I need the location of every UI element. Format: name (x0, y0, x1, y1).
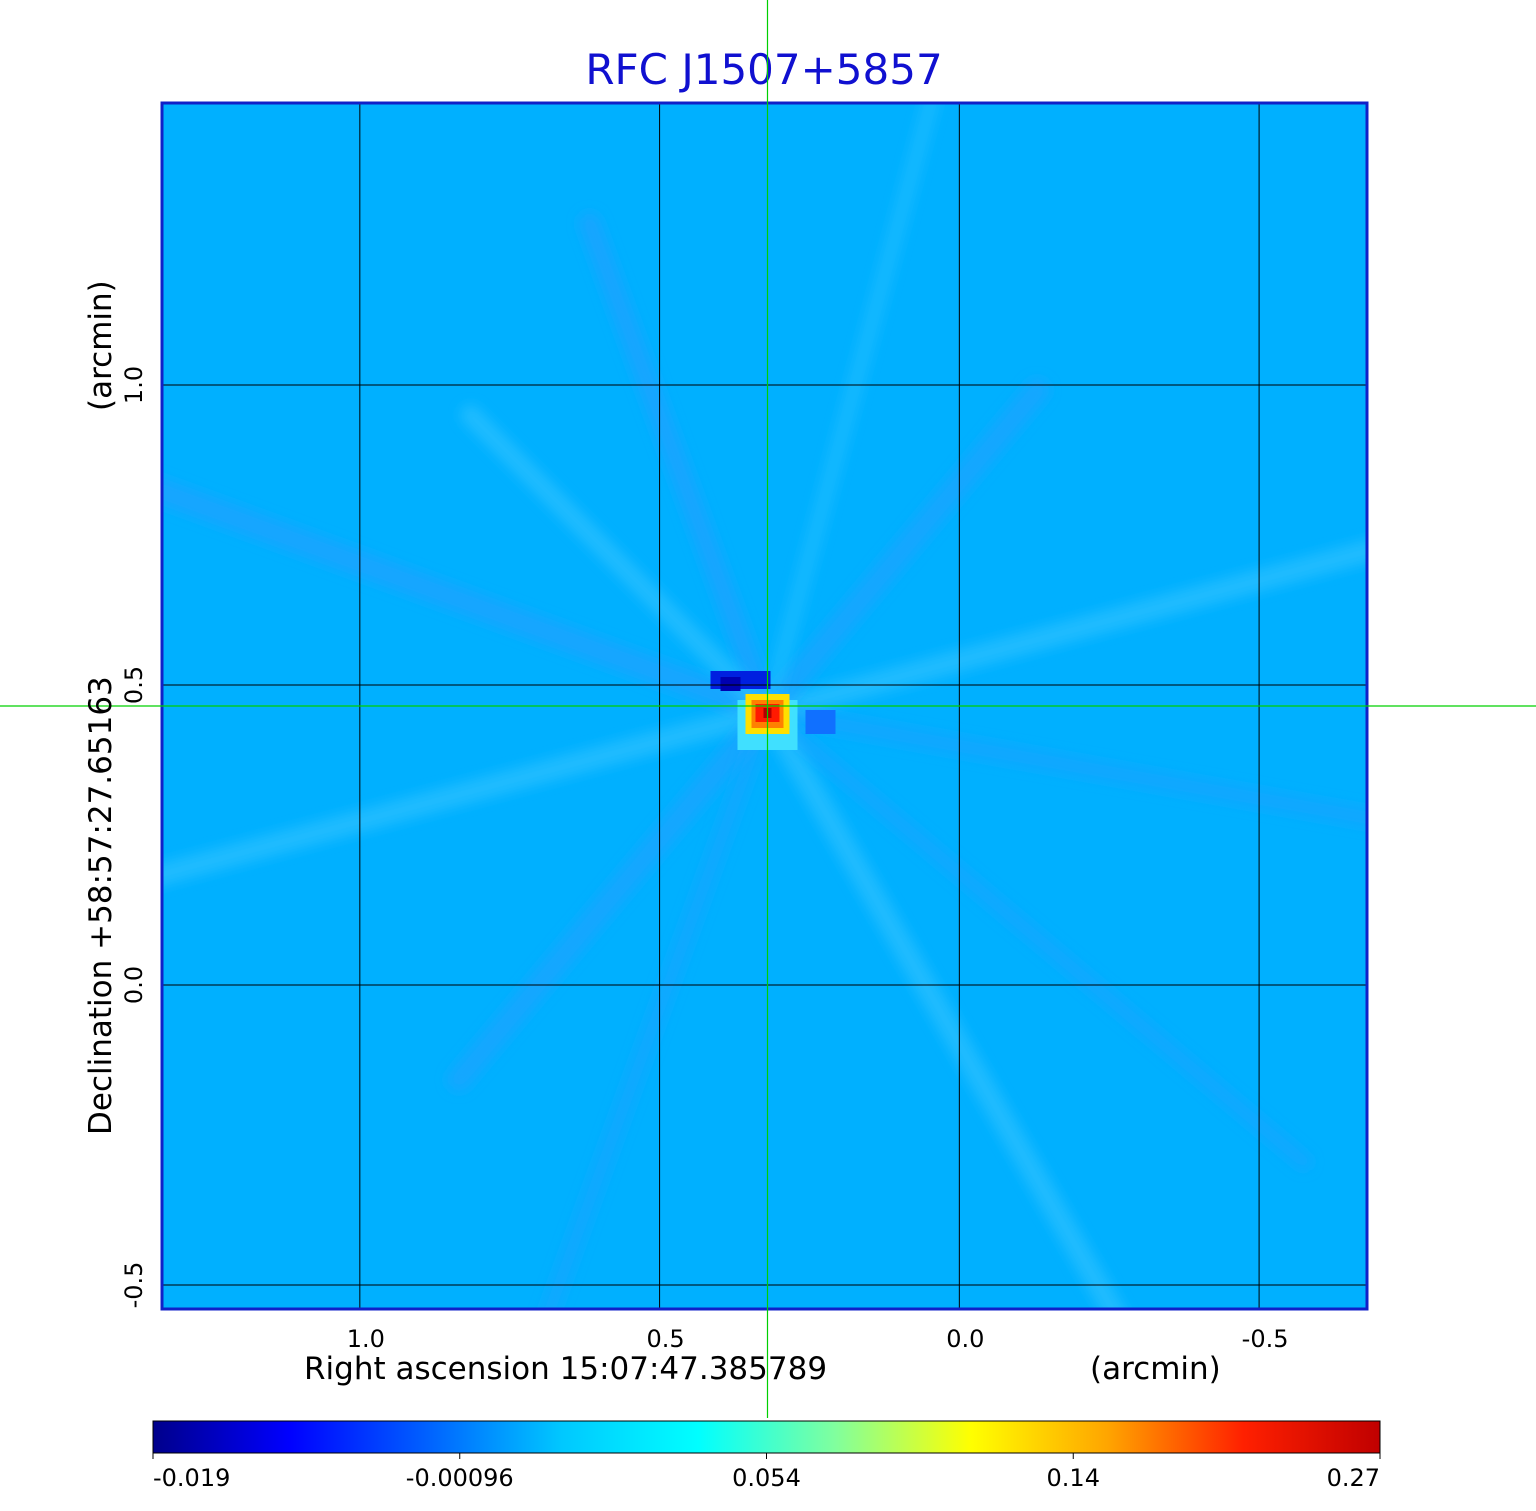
sidelobe-streak (758, 703, 1313, 1171)
y-tick-label: 0.0 (120, 966, 148, 1004)
colorbar-tick-label: -0.00096 (406, 1464, 514, 1492)
sidelobe-streak (162, 701, 779, 886)
x-axis-unit: (arcmin) (1090, 1351, 1221, 1387)
colorbar-ticks: -0.019 -0.00096 0.054 0.14 0.27 (152, 1453, 1381, 1492)
y-axis-label: Declination +58:57:27.65163 (83, 676, 119, 1135)
sidelobe-streak (757, 702, 1367, 828)
colorbar-tick-label: 0.054 (732, 1464, 801, 1492)
x-axis-ticks: 1.0 0.5 0.0 -0.5 (347, 1325, 1289, 1353)
y-tick-label: 1.0 (120, 366, 148, 404)
chart-title: RFC J1507+5857 (585, 45, 942, 94)
sidelobe-streak (162, 477, 781, 725)
sidelobe-streak (759, 103, 939, 720)
x-tick-label: 0.0 (946, 1325, 984, 1353)
colorbar-gradient (152, 1420, 1381, 1454)
colorbar-tick-label: -0.019 (153, 1464, 230, 1492)
y-axis-ticks: 1.0 0.5 0.0 -0.5 (120, 366, 148, 1309)
crosshair (0, 0, 1536, 1418)
sidelobe-streak (460, 405, 778, 722)
y-axis-unit: (arcmin) (83, 280, 119, 411)
y-tick-label: -0.5 (120, 1262, 148, 1309)
sidelobe-streak (578, 212, 779, 723)
colorbar-tick-label: 0.27 (1327, 1464, 1380, 1492)
sidelobe-streak (755, 378, 1050, 724)
sidelobe-streak (540, 703, 777, 1309)
x-tick-label: 1.0 (347, 1325, 385, 1353)
sidelobe-streaks (162, 103, 1367, 1309)
y-tick-label: 0.5 (120, 666, 148, 704)
x-axis-label: Right ascension 15:07:47.385789 (304, 1351, 827, 1387)
colorbar: -0.019 -0.00096 0.054 0.14 0.27 (152, 1420, 1381, 1492)
x-tick-label: 0.5 (647, 1325, 685, 1353)
sidelobe-streak (446, 700, 780, 1092)
negative-lobe-east (805, 710, 836, 734)
x-tick-label: -0.5 (1242, 1325, 1289, 1353)
plot-area (160, 101, 1369, 1311)
negative-lobe-core (720, 677, 741, 691)
colorbar-tick-label: 0.14 (1047, 1464, 1100, 1492)
sidelobe-streak (756, 701, 1125, 1309)
sidelobe-streak (756, 539, 1367, 723)
